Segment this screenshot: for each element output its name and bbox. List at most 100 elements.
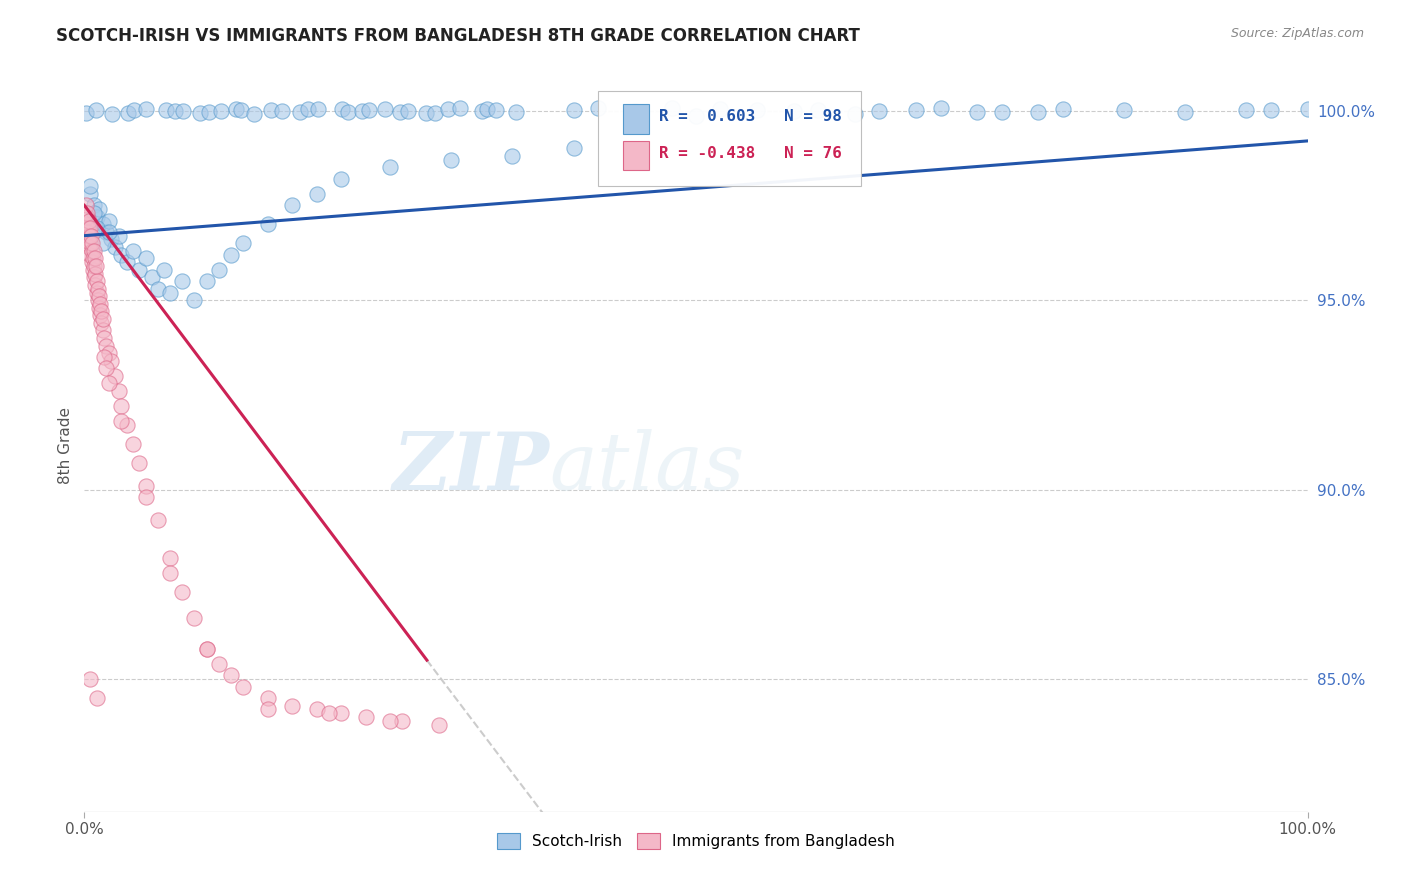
Point — [80, 228, 103, 243]
Point — [195, 641, 218, 656]
Point — [159, 285, 181, 300]
Point — [257, 217, 280, 231]
Point — [305, 186, 328, 201]
Point — [84, 259, 107, 273]
Point — [165, 103, 187, 118]
Point — [82, 262, 104, 277]
Point — [89, 308, 111, 322]
Text: R =  0.603   N = 98: R = 0.603 N = 98 — [659, 110, 842, 124]
Point — [128, 456, 150, 470]
Point — [685, 109, 707, 123]
Point — [505, 104, 527, 119]
Point — [86, 221, 108, 235]
Point — [107, 228, 129, 243]
Point — [396, 103, 419, 118]
Bar — [623, 104, 650, 134]
Point — [87, 301, 110, 315]
Point — [427, 717, 450, 731]
Point — [110, 247, 132, 261]
Point — [1174, 104, 1197, 119]
Point — [89, 297, 111, 311]
Point — [90, 304, 112, 318]
Point — [97, 225, 120, 239]
Point — [87, 293, 110, 307]
Point — [110, 414, 132, 428]
Point — [354, 710, 377, 724]
Point — [1028, 104, 1050, 119]
Point — [107, 384, 129, 398]
Point — [470, 103, 492, 118]
Point — [477, 102, 499, 116]
Point — [330, 102, 353, 116]
Point — [83, 198, 105, 212]
Point — [330, 706, 353, 721]
Point — [100, 232, 122, 246]
Point — [86, 285, 108, 300]
Point — [172, 274, 194, 288]
Point — [82, 236, 104, 251]
Point — [257, 702, 280, 716]
Point — [86, 274, 108, 288]
Point — [77, 221, 100, 235]
Point — [79, 179, 101, 194]
Text: Source: ZipAtlas.com: Source: ZipAtlas.com — [1230, 27, 1364, 40]
Point — [91, 323, 114, 337]
Point — [87, 282, 110, 296]
Legend: Scotch-Irish, Immigrants from Bangladesh: Scotch-Irish, Immigrants from Bangladesh — [491, 827, 901, 855]
Point — [101, 107, 124, 121]
Point — [122, 244, 145, 258]
Point — [336, 105, 359, 120]
Point — [93, 331, 115, 345]
Point — [86, 210, 108, 224]
Point — [807, 103, 830, 118]
Text: R = -0.438   N = 76: R = -0.438 N = 76 — [659, 146, 842, 161]
Point — [77, 228, 100, 243]
Point — [219, 668, 242, 682]
Point — [243, 107, 266, 121]
Point — [661, 101, 683, 115]
Point — [75, 198, 97, 212]
Point — [709, 102, 731, 116]
Point — [87, 289, 110, 303]
Point — [122, 437, 145, 451]
Point — [586, 101, 609, 115]
Point — [128, 262, 150, 277]
Point — [91, 312, 114, 326]
Point — [188, 106, 211, 120]
Point — [77, 213, 100, 227]
Point — [79, 247, 101, 261]
Point — [380, 161, 402, 175]
Text: SCOTCH-IRISH VS IMMIGRANTS FROM BANGLADESH 8TH GRADE CORRELATION CHART: SCOTCH-IRISH VS IMMIGRANTS FROM BANGLADE… — [56, 27, 860, 45]
Point — [104, 368, 127, 383]
Point — [75, 217, 97, 231]
Point — [297, 103, 319, 117]
FancyBboxPatch shape — [598, 91, 860, 186]
Point — [146, 513, 169, 527]
Point — [172, 585, 194, 599]
Point — [380, 714, 402, 728]
Point — [966, 104, 988, 119]
Point — [91, 217, 114, 231]
Point — [1296, 102, 1319, 116]
Point — [79, 672, 101, 686]
Point — [135, 252, 157, 266]
Point — [75, 106, 97, 120]
Point — [197, 105, 219, 120]
Point — [209, 104, 232, 119]
Point — [117, 106, 139, 120]
Point — [83, 244, 105, 258]
Point — [159, 550, 181, 565]
Point — [183, 611, 205, 625]
Point — [374, 102, 396, 116]
Point — [83, 252, 105, 266]
Point — [97, 376, 120, 391]
Point — [79, 236, 101, 251]
Point — [318, 706, 340, 721]
Point — [281, 198, 304, 212]
Point — [87, 202, 110, 216]
Point — [83, 270, 105, 285]
Point — [437, 102, 460, 116]
Point — [449, 101, 471, 115]
Point — [305, 702, 328, 716]
Point — [1114, 103, 1136, 117]
